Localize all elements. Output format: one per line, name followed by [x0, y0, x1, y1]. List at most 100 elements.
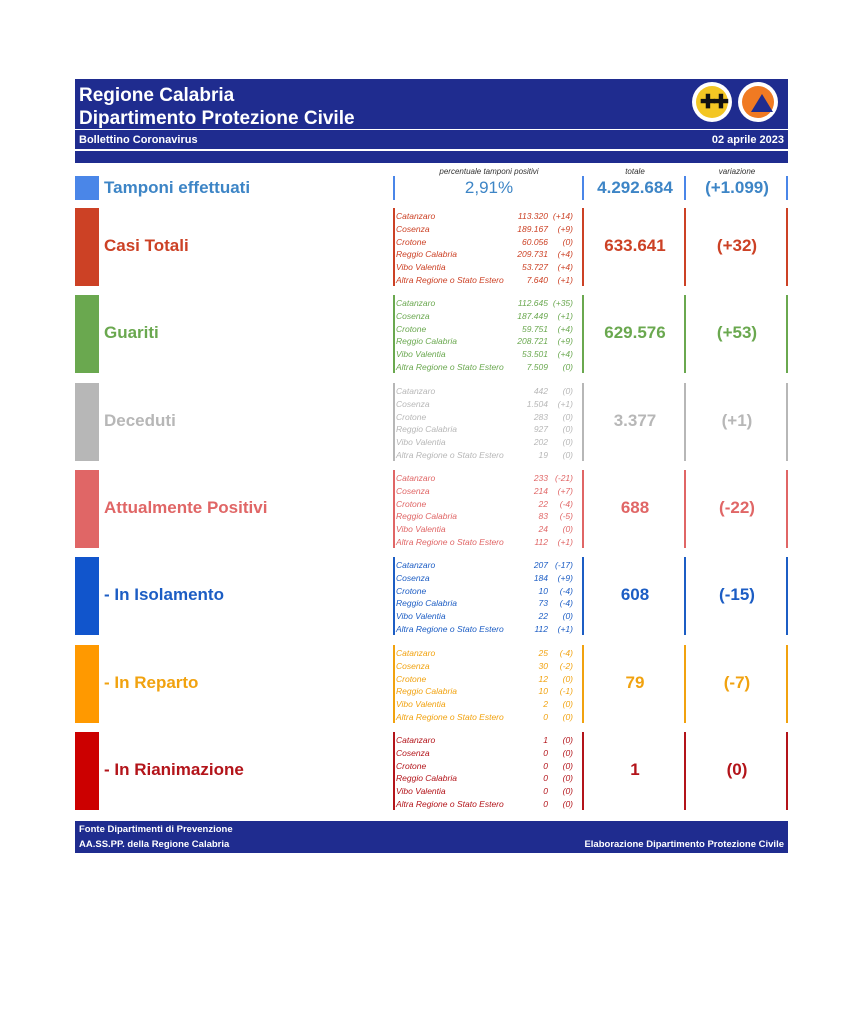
province-row: Reggio Calabria 208.721 (+9) [396, 335, 576, 348]
category-divider [684, 383, 686, 461]
province-value: 83 [538, 511, 548, 522]
category-divider [786, 557, 788, 635]
header-divider [75, 129, 788, 130]
province-name: Reggio Calabria [396, 598, 457, 609]
category-divider [786, 732, 788, 810]
province-name: Catanzaro [396, 735, 436, 745]
tamponi-positivity: 2,91% [464, 178, 514, 197]
province-value: 59.751 [522, 323, 548, 334]
protezione-civile-logo-disc [742, 86, 774, 118]
category-divider [393, 208, 395, 286]
province-name: Cosenza [396, 485, 430, 496]
column-title-variation: variazione [718, 167, 756, 176]
category-divider [582, 732, 584, 810]
province-value: 187.449 [517, 310, 548, 321]
province-row: Catanzaro 1 (0) [396, 734, 576, 747]
province-value: 0 [543, 786, 548, 797]
province-list: Catanzaro 112.645 (+35) Cosenza 187.449 (+1) C… [396, 297, 576, 374]
province-delta: (+1) [557, 274, 573, 285]
province-name: Crotone [396, 323, 427, 334]
category-variation: (+53) [716, 323, 758, 342]
province-row: Altra Regione o Stato Estero 7.640 (+1) [396, 274, 576, 287]
province-value: 53.727 [522, 262, 548, 273]
province-name: Cosenza [396, 660, 430, 671]
category-divider [786, 383, 788, 461]
province-name: Crotone [396, 498, 427, 509]
province-row: Vibo Valentia 53.501 (+4) [396, 348, 576, 361]
province-delta: (+7) [557, 485, 573, 496]
province-row: Reggio Calabria 927 (0) [396, 423, 576, 436]
province-row: Altra Regione o Stato Estero 112 (+1) [396, 623, 576, 636]
province-value: 10 [538, 686, 548, 697]
province-row: Cosenza 1.504 (+1) [396, 398, 576, 411]
province-name: Crotone [396, 411, 427, 422]
category-divider [684, 645, 686, 723]
province-row: Cosenza 184 (+9) [396, 572, 576, 585]
province-value: 208.721 [517, 336, 548, 347]
province-row: Cosenza 189.167 (+9) [396, 223, 576, 236]
province-value: 112.645 [517, 298, 548, 308]
province-name: Crotone [396, 673, 427, 684]
province-row: Vibo Valentia 202 (0) [396, 436, 576, 449]
header-bottom-bar [75, 151, 788, 163]
category-divider [582, 470, 584, 548]
province-delta: (+1) [557, 310, 573, 321]
province-delta: (-4) [559, 648, 573, 658]
province-row: Reggio Calabria 0 (0) [396, 772, 576, 785]
province-delta: (0) [562, 437, 573, 448]
province-row: Cosenza 30 (-2) [396, 660, 576, 673]
province-row: Altra Regione o Stato Estero 112 (+1) [396, 536, 576, 549]
province-name: Cosenza [396, 223, 430, 234]
province-row: Vibo Valentia 0 (0) [396, 785, 576, 798]
province-delta: (+35) [552, 298, 573, 308]
province-name: Altra Regione o Stato Estero [396, 274, 504, 285]
province-delta: (0) [562, 773, 573, 784]
protezione-civile-logo [738, 82, 778, 122]
category-divider [393, 557, 395, 635]
province-name: Catanzaro [396, 386, 436, 396]
province-name: Vibo Valentia [396, 699, 446, 710]
province-row: Crotone 60.056 (0) [396, 236, 576, 249]
province-name: Reggio Calabria [396, 249, 457, 260]
category-divider [786, 295, 788, 373]
category-total: 688 [620, 498, 650, 517]
province-name: Reggio Calabria [396, 773, 457, 784]
category-total: 79 [625, 673, 645, 692]
province-list: Catanzaro 1 (0) Cosenza 0 (0) Crotone 0 (0) Reggi… [396, 734, 576, 811]
province-delta: (+4) [557, 249, 573, 260]
category-divider [582, 645, 584, 723]
province-delta: (+1) [557, 398, 573, 409]
province-delta: (+1) [557, 623, 573, 634]
province-value: 184 [533, 572, 548, 583]
province-name: Altra Regione o Stato Estero [396, 536, 504, 547]
province-value: 207 [533, 560, 548, 570]
category-variation: (-15) [719, 585, 755, 604]
province-name: Cosenza [396, 747, 430, 758]
province-list: Catanzaro 207 (-17) Cosenza 184 (+9) Crotone 10… [396, 559, 576, 636]
category-total: 633.641 [604, 236, 666, 255]
category-divider [393, 383, 395, 461]
tamponi-swatch [75, 176, 99, 200]
category-variation: (+32) [716, 236, 758, 255]
category-total: 1 [630, 760, 640, 779]
province-name: Reggio Calabria [396, 511, 457, 522]
category-label: Deceduti [104, 411, 176, 430]
province-name: Cosenza [396, 572, 430, 583]
province-value: 22 [538, 611, 548, 622]
category-divider [582, 295, 584, 373]
header-title-region: Regione Calabria [79, 85, 235, 106]
province-value: 112 [534, 623, 548, 634]
province-row: Cosenza 0 (0) [396, 747, 576, 760]
province-value: 7.509 [526, 361, 548, 372]
tamponi-divider [582, 176, 584, 200]
footer-source-line2: AA.SS.PP. della Regione Calabria [79, 839, 230, 850]
province-row: Crotone 283 (0) [396, 411, 576, 424]
province-value: 19 [538, 449, 548, 460]
province-value: 30 [538, 660, 548, 671]
province-delta: (+9) [557, 336, 573, 347]
province-name: Altra Regione o Stato Estero [396, 798, 504, 809]
province-delta: (0) [562, 386, 573, 396]
province-delta: (+1) [557, 536, 573, 547]
category-variation: (+1) [721, 411, 753, 430]
province-delta: (0) [562, 236, 573, 247]
